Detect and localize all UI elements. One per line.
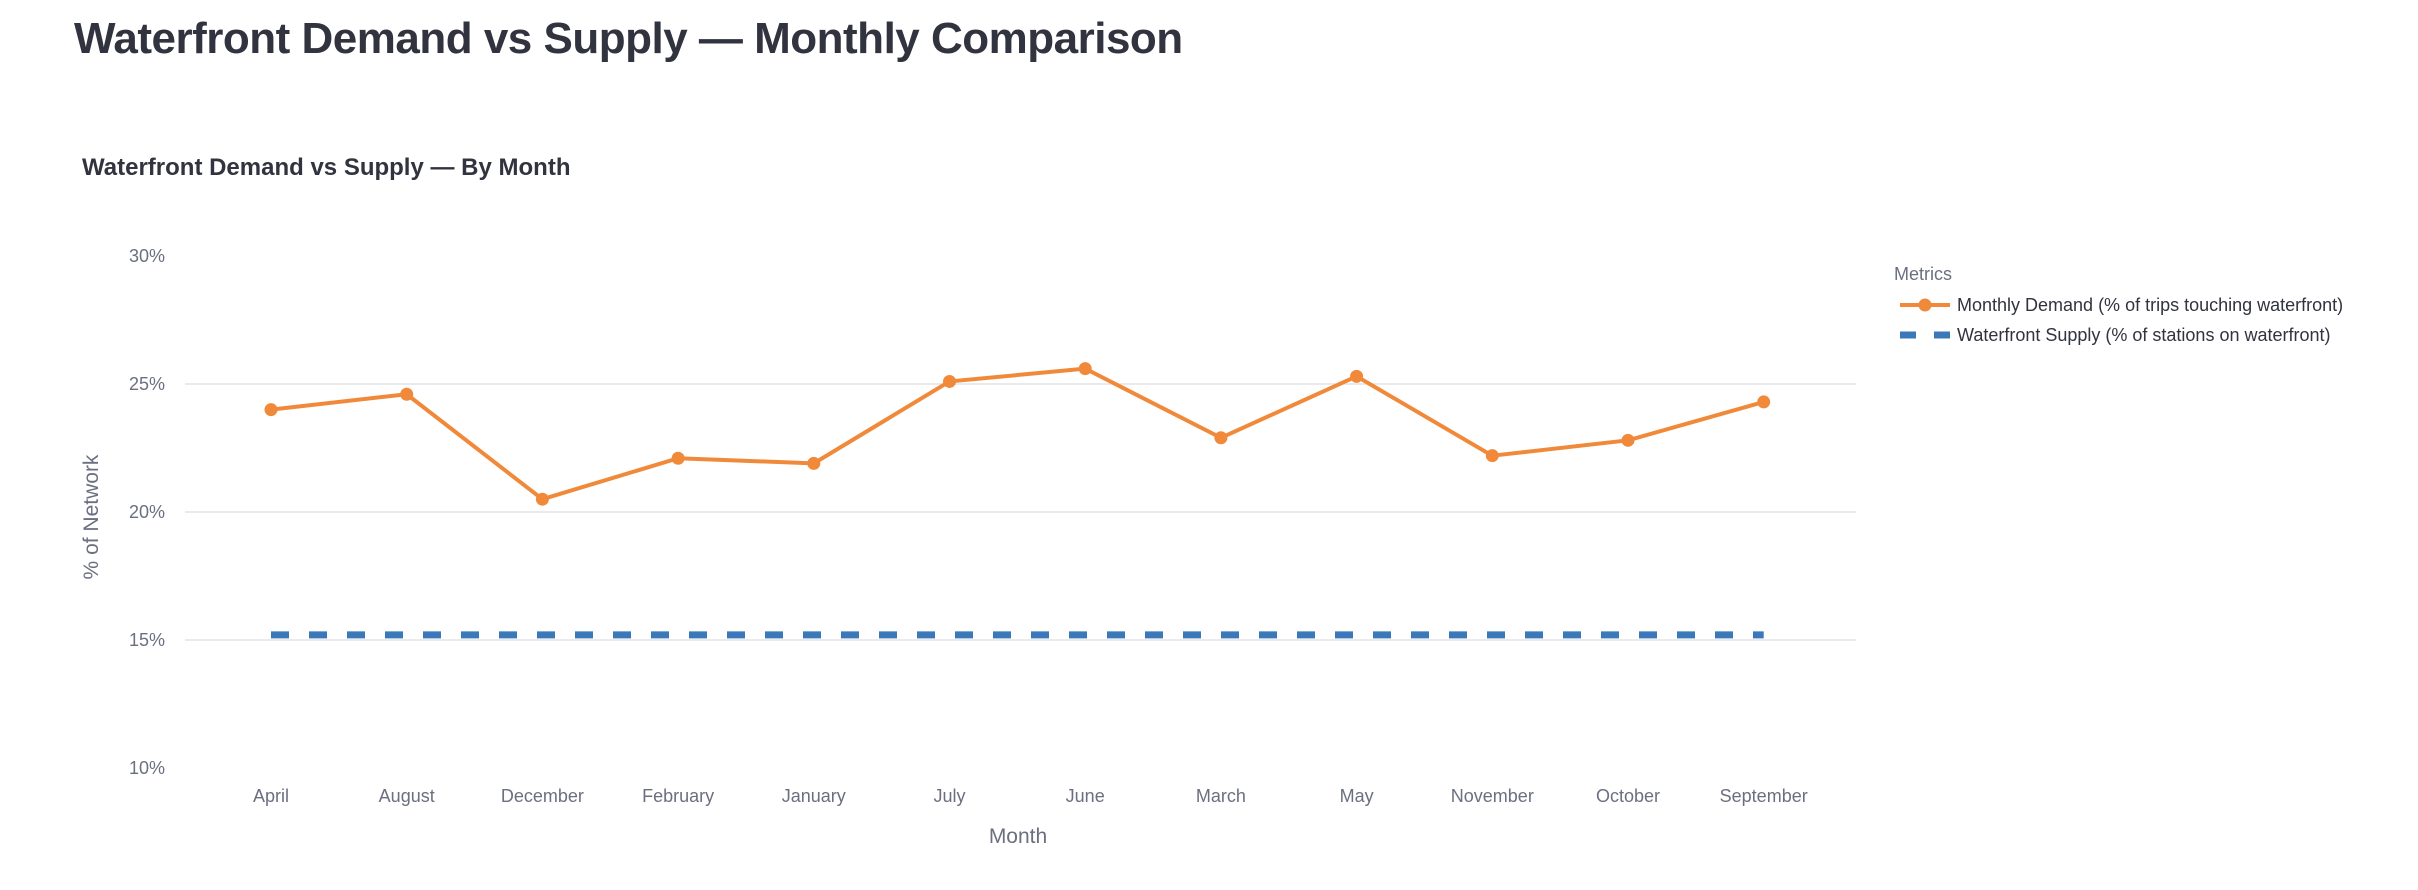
data-point-demand[interactable] xyxy=(943,374,956,388)
x-tick-label: June xyxy=(1066,786,1105,806)
data-point-demand[interactable] xyxy=(400,387,414,401)
data-point-demand[interactable] xyxy=(535,492,549,506)
x-tick-label: March xyxy=(1196,786,1246,806)
data-point-demand[interactable] xyxy=(1078,362,1092,376)
legend-label-supply: Waterfront Supply (% of stations on wate… xyxy=(1957,325,2331,345)
y-tick-label: 15% xyxy=(129,630,165,650)
data-point-demand[interactable] xyxy=(1621,433,1635,447)
data-point-demand[interactable] xyxy=(264,403,278,417)
x-tick-label: January xyxy=(782,786,846,806)
line-chart: Waterfront Demand vs Supply — By Month 1… xyxy=(80,154,2343,848)
y-axis-ticks: 10% 15% 20% 25% 30% xyxy=(129,246,165,778)
y-axis-title: % of Network xyxy=(80,454,103,579)
x-tick-label: September xyxy=(1720,786,1808,806)
data-point-demand[interactable] xyxy=(1757,395,1771,409)
x-tick-label: April xyxy=(253,786,289,806)
data-point-demand[interactable] xyxy=(1485,449,1499,463)
x-tick-label: August xyxy=(379,786,435,806)
y-tick-label: 10% xyxy=(129,758,165,778)
gridlines xyxy=(185,383,1856,641)
x-tick-label: July xyxy=(933,786,965,806)
x-axis-title: Month xyxy=(989,825,1047,848)
data-point-demand[interactable] xyxy=(671,451,685,465)
legend-item-demand[interactable]: Monthly Demand (% of trips touching wate… xyxy=(1900,295,2343,315)
x-tick-label: December xyxy=(501,786,584,806)
x-axis-ticks: April August December February January July Ju… xyxy=(253,786,1808,806)
series-group xyxy=(264,362,1771,639)
y-tick-label: 25% xyxy=(129,374,165,394)
legend[interactable]: Metrics Monthly Demand (% of trips touch… xyxy=(1894,264,2343,345)
x-tick-label: May xyxy=(1340,786,1374,806)
legend-marker-demand xyxy=(1918,298,1932,312)
series-line-demand[interactable] xyxy=(270,366,1765,502)
legend-title: Metrics xyxy=(1894,264,1952,284)
chart-container: Waterfront Demand vs Supply — By Month 1… xyxy=(0,140,2418,880)
x-tick-label: November xyxy=(1451,786,1534,806)
data-point-demand[interactable] xyxy=(1214,431,1228,445)
data-point-demand[interactable] xyxy=(1350,369,1364,383)
legend-label-demand: Monthly Demand (% of trips touching wate… xyxy=(1957,295,2343,315)
x-tick-label: October xyxy=(1596,786,1660,806)
page-title: Waterfront Demand vs Supply — Monthly Co… xyxy=(74,14,1183,63)
data-point-demand[interactable] xyxy=(807,456,821,470)
x-tick-label: February xyxy=(642,786,714,806)
legend-item-supply[interactable]: Waterfront Supply (% of stations on wate… xyxy=(1900,325,2331,345)
y-tick-label: 20% xyxy=(129,502,165,522)
y-tick-label: 30% xyxy=(129,246,165,266)
chart-title: Waterfront Demand vs Supply — By Month xyxy=(82,154,570,181)
